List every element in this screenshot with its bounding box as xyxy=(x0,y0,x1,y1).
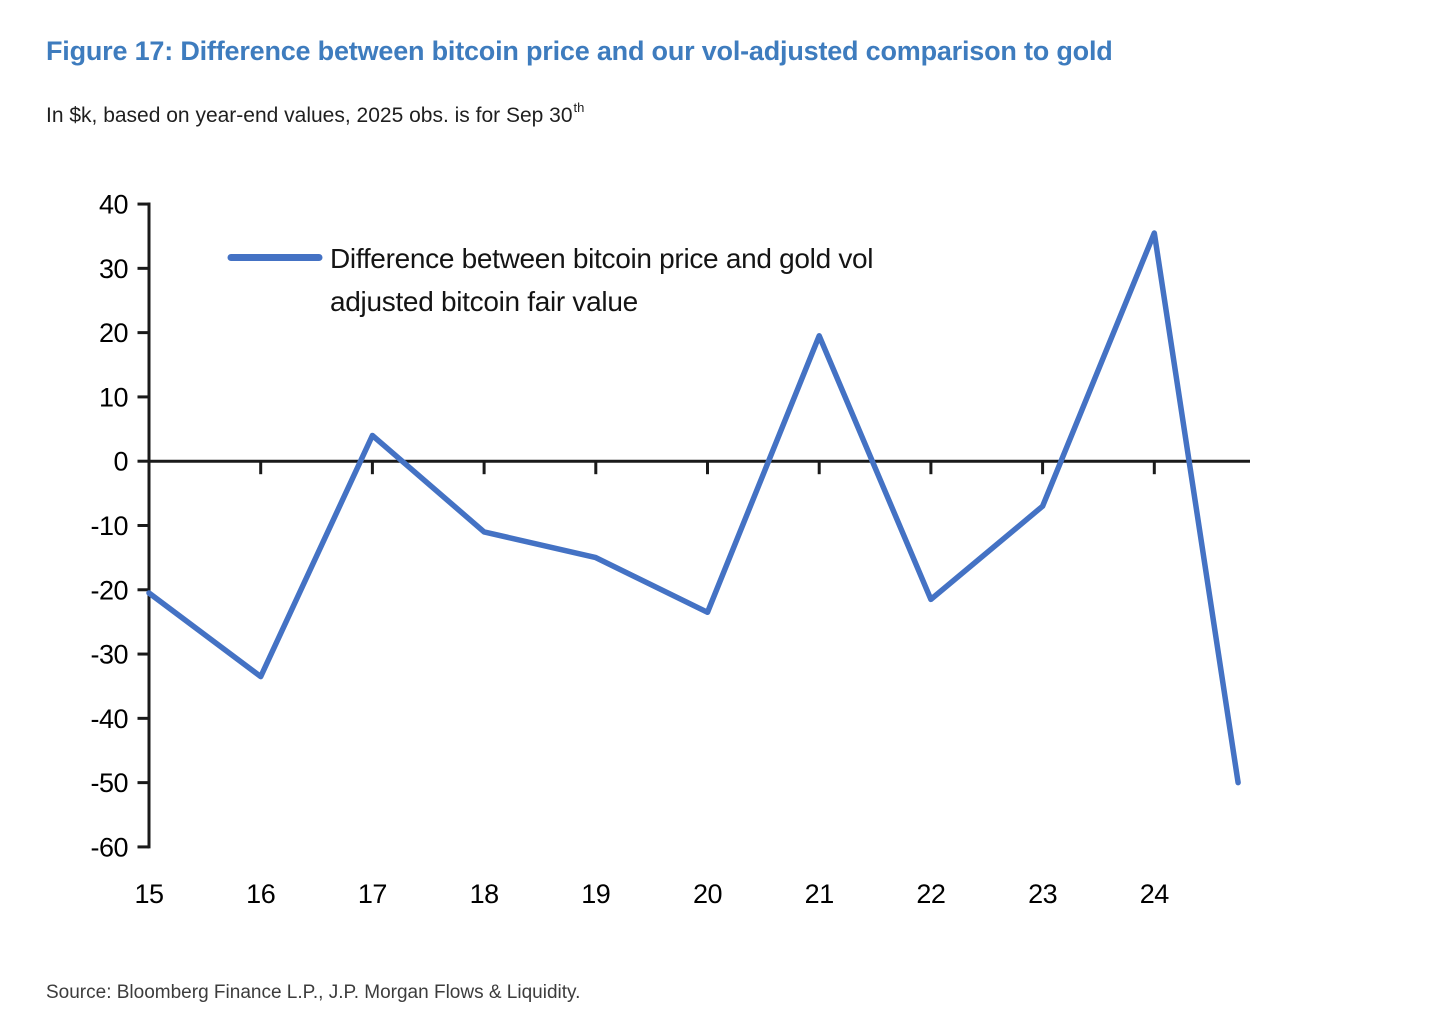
figure-subtitle: In $k, based on year-end values, 2025 ob… xyxy=(46,100,585,128)
source-line: Source: Bloomberg Finance L.P., J.P. Mor… xyxy=(46,982,581,1003)
difference-line xyxy=(146,230,1241,786)
y-tick-label: 0 xyxy=(113,447,128,477)
y-tick-label: 20 xyxy=(99,318,128,348)
legend-label-line1: Difference between bitcoin price and gol… xyxy=(330,243,873,274)
x-tick-label: 23 xyxy=(1028,879,1057,909)
x-axis: 15 16 17 18 19 20 21 22 23 24 xyxy=(134,459,1250,909)
y-tick-label: -50 xyxy=(90,768,128,798)
x-tick-label: 19 xyxy=(581,879,610,909)
y-tick-label: -30 xyxy=(90,640,128,670)
page-title: Figure 17: Difference between bitcoin pr… xyxy=(46,36,1113,66)
y-tick-label: 30 xyxy=(99,254,128,284)
subtitle-text: In $k, based on year-end values, 2025 ob… xyxy=(46,104,573,127)
x-tick-label: 16 xyxy=(246,879,275,909)
legend: Difference between bitcoin price and gol… xyxy=(227,243,874,317)
y-tick-label: 40 xyxy=(99,190,128,220)
y-tick-label: -10 xyxy=(90,511,128,541)
x-tick-label: 17 xyxy=(358,879,387,909)
y-tick-label: -60 xyxy=(90,832,128,862)
y-tick-label: -40 xyxy=(90,704,128,734)
series-group xyxy=(146,230,1241,786)
x-tick-label: 20 xyxy=(693,879,722,909)
x-tick-label: 18 xyxy=(470,879,499,909)
subtitle-superscript: th xyxy=(573,100,585,115)
y-tick-label: 10 xyxy=(99,382,128,412)
y-tick-label: -20 xyxy=(90,575,128,605)
y-axis: 40 30 20 10 0 -10 -20 -30 -40 -50 -60 xyxy=(90,190,151,862)
x-tick-label: 22 xyxy=(916,879,945,909)
x-tick-label: 15 xyxy=(134,879,163,909)
legend-label-line2: adjusted bitcoin fair value xyxy=(330,286,638,317)
x-tick-label: 24 xyxy=(1140,879,1170,909)
x-tick-label: 21 xyxy=(805,879,834,909)
